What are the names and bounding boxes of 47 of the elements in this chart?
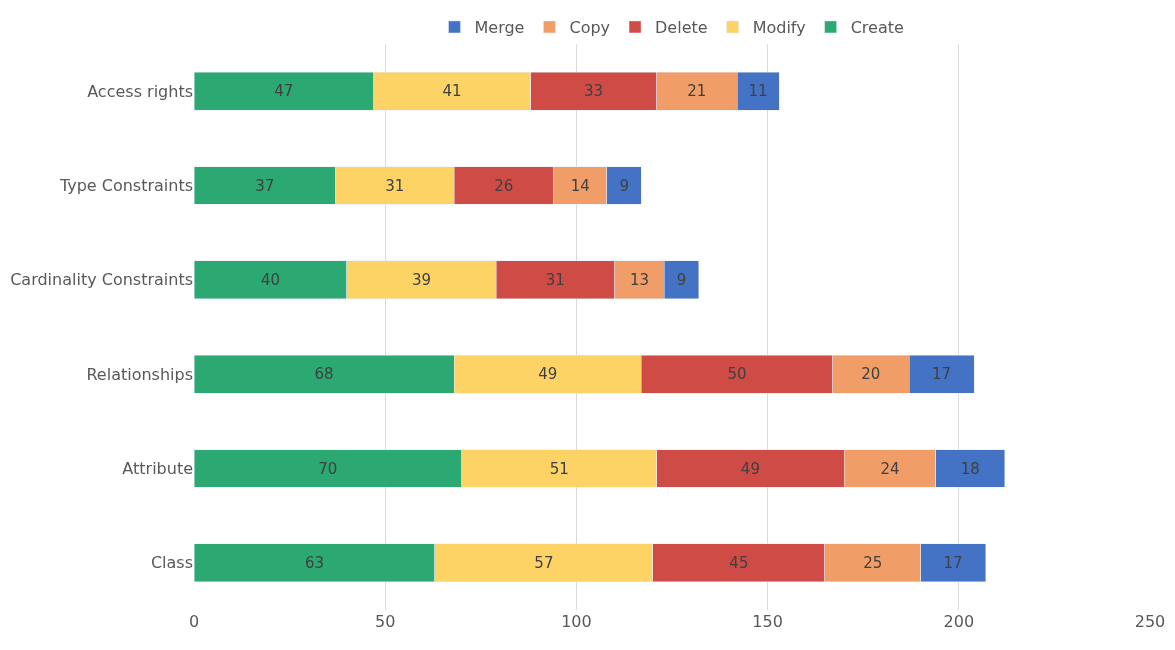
data-label: 25 [863, 553, 883, 572]
data-label: 9 [676, 270, 687, 289]
data-label: 9 [619, 176, 629, 195]
data-label: 37 [255, 176, 275, 195]
y-tick-label: Access rights [87, 81, 193, 101]
x-tick-label: 50 [375, 612, 396, 631]
data-label: 21 [687, 82, 707, 101]
data-label: 70 [318, 459, 338, 478]
data-label: 26 [494, 176, 514, 195]
data-label: 45 [729, 553, 749, 572]
data-label: 11 [748, 82, 768, 101]
legend-label: Modify [752, 18, 806, 38]
data-label: 50 [727, 365, 747, 384]
legend-label: Merge [474, 18, 525, 38]
data-label: 24 [880, 459, 900, 478]
x-tick-label: 250 [1134, 612, 1166, 631]
data-label: 63 [304, 553, 324, 572]
x-tick-label: 100 [561, 612, 592, 631]
data-label: 17 [932, 365, 952, 384]
legend-label: Create [850, 18, 904, 38]
x-tick-label: 0 [188, 612, 200, 631]
data-label: 13 [629, 270, 650, 289]
data-label: 49 [740, 459, 760, 478]
data-label: 17 [943, 553, 963, 572]
data-label: 57 [534, 553, 554, 572]
y-tick-label: Attribute [122, 459, 193, 479]
data-label: 20 [861, 365, 881, 384]
y-tick-label: Cardinality Constraints [10, 270, 193, 290]
x-tick-label: 150 [752, 612, 783, 631]
data-label: 47 [274, 82, 294, 101]
legend-label: Delete [655, 18, 708, 38]
y-tick-label: Type Constraints [58, 176, 193, 196]
y-tick-label: Class [150, 553, 193, 573]
data-label: 31 [385, 176, 405, 195]
data-label: 39 [411, 270, 432, 289]
legend-label: Copy [569, 18, 611, 38]
data-label: 49 [538, 365, 558, 384]
data-label: 14 [570, 176, 590, 195]
data-label: 33 [584, 82, 604, 101]
data-label: 41 [442, 82, 462, 101]
data-label: 51 [549, 459, 569, 478]
data-label: 18 [960, 459, 980, 478]
y-tick-label: Relationships [86, 364, 193, 384]
data-label: 31 [545, 270, 565, 289]
data-label: 68 [314, 365, 334, 384]
data-label: 40 [260, 270, 281, 289]
x-tick-label: 200 [943, 612, 975, 631]
